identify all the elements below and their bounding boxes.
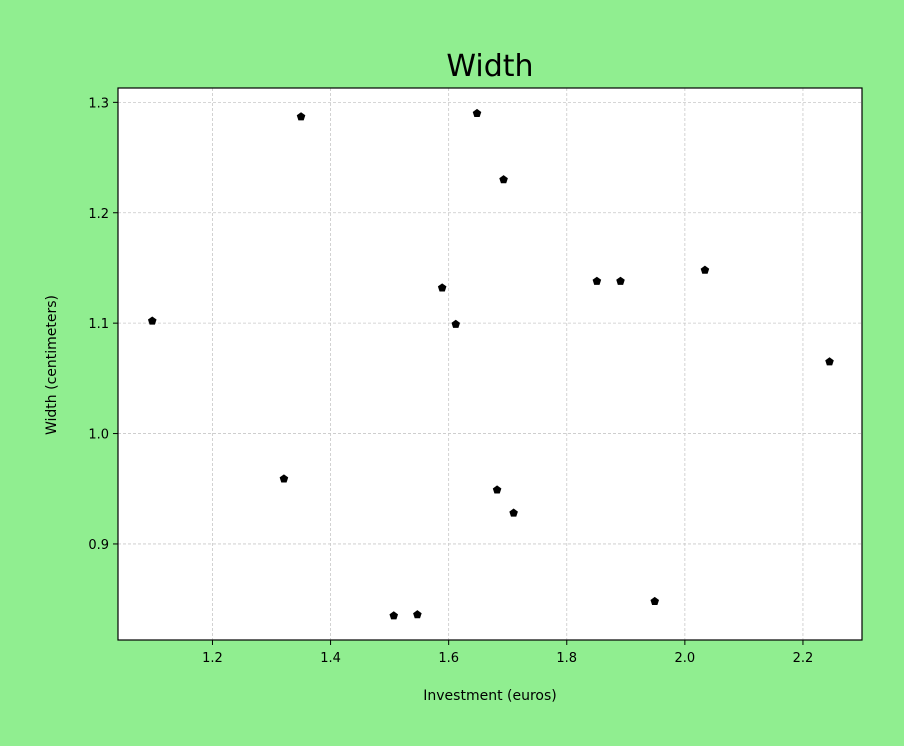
x-tick-label: 2.0	[675, 651, 696, 666]
scatter-point	[492, 485, 502, 494]
scatter-point	[437, 283, 447, 292]
plot-frame	[117, 87, 863, 641]
scatter-point	[147, 316, 157, 325]
scatter-point	[700, 265, 710, 274]
x-axis-label: Investment (euros)	[423, 688, 556, 704]
x-tick-label: 2.2	[793, 651, 814, 666]
scatter-point	[389, 611, 399, 620]
scatter-point	[825, 357, 834, 366]
x-tick-label: 1.6	[438, 651, 459, 666]
axis-ticks: 1.2 1.4 1.6 1.8 2.0 2.2 0.9 1.0 1.1 1.2 1.3	[88, 96, 813, 666]
scatter-point	[616, 276, 625, 285]
chart-title: Width	[446, 49, 533, 84]
x-tick-label: 1.2	[202, 651, 223, 666]
y-tick-label: 1.2	[88, 207, 109, 222]
x-tick-label: 1.4	[320, 651, 341, 666]
plot-area	[118, 88, 862, 640]
scatter-point	[592, 276, 602, 285]
y-tick-label: 1.0	[88, 428, 109, 443]
scatter-point	[650, 596, 660, 605]
y-tick-label: 1.1	[88, 317, 109, 332]
y-tick-label: 1.3	[88, 96, 109, 111]
scatter-point	[451, 319, 461, 328]
x-tick-label: 1.8	[556, 651, 577, 666]
grid-lines	[118, 88, 862, 640]
scatter-point	[296, 112, 306, 121]
data-points	[147, 108, 834, 620]
scatter-point	[509, 508, 518, 517]
scatter-point	[413, 610, 422, 619]
scatter-point	[279, 474, 289, 483]
y-tick-label: 0.9	[88, 538, 109, 553]
scatter-point	[472, 108, 482, 118]
y-axis-label: Width (centimeters)	[44, 295, 60, 435]
scatter-point	[499, 175, 508, 184]
